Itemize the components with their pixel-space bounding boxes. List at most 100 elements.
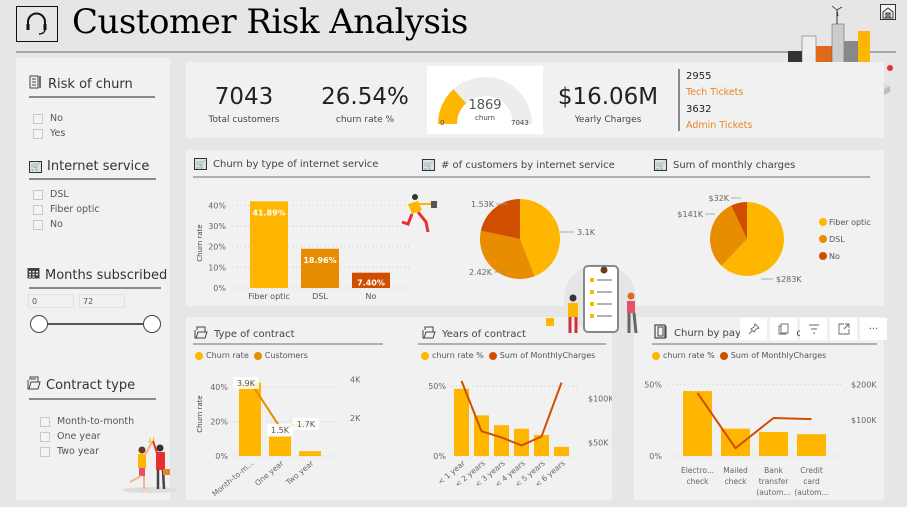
kpi-yearly-charges-label: Yearly Charges [574, 115, 642, 125]
churn-gauge: 1869 churn 0 7043 [427, 66, 543, 134]
legend-dot [195, 351, 203, 360]
payment-panel [634, 317, 884, 500]
line-data-label: 1.7K [297, 420, 316, 429]
legend-dot [421, 351, 429, 360]
legend-label: Sum of MonthlyCharges [499, 351, 596, 360]
cart-icon: 🛒 [422, 159, 435, 171]
bar [239, 382, 261, 456]
pin-icon[interactable] [740, 318, 767, 340]
y2-tick-label: 2K [350, 414, 361, 423]
checkbox-icon[interactable] [33, 113, 43, 124]
y-tick-label: 20% [210, 418, 228, 427]
chart-churn-by-internet: 0% 10% 20% 30% 40% Churn rate 41.89% Fiber opti… [196, 201, 412, 301]
checkbox-icon[interactable] [33, 219, 43, 230]
y-axis-label: Churn rate [196, 224, 204, 261]
checkbox-label: Yes [50, 128, 66, 139]
chart5-divider [418, 343, 606, 345]
gauge-track [438, 77, 532, 124]
checkbox-icon[interactable] [33, 189, 43, 200]
bar [514, 428, 529, 456]
checkbox-label: No [50, 219, 63, 230]
x-tick-label: Month-to-m... [210, 459, 255, 498]
legend-label: DSL [829, 235, 845, 244]
checkbox-internet-fiber[interactable]: Fiber optic [33, 204, 100, 215]
filter-icon[interactable] [800, 318, 827, 340]
legend-label: Churn rate [206, 351, 249, 360]
checkbox-contract-two[interactable]: Two year [40, 446, 99, 457]
legend-dot [819, 218, 827, 226]
pie-data-label: $32K [708, 194, 729, 203]
checkbox-internet-dsl[interactable]: DSL [33, 189, 69, 200]
pie-slice [710, 205, 747, 266]
tech-tickets-value: 2955 [686, 71, 712, 82]
bar-data-label: 41.89% [252, 208, 285, 217]
bar [454, 388, 469, 456]
range-slider-max-handle[interactable] [143, 315, 161, 333]
bar [250, 201, 288, 288]
home-icon[interactable] [880, 4, 896, 20]
header: Customer Risk Analysis [0, 0, 907, 53]
y-tick-label: 10% [208, 263, 226, 272]
checkbox-contract-month[interactable]: Month-to-month [40, 416, 134, 427]
visual-header-toolbar: ··· [740, 318, 887, 340]
bar [299, 451, 321, 456]
legend-dot [652, 351, 660, 360]
checkbox-icon[interactable] [33, 204, 43, 215]
checkbox-risk-no[interactable]: No [33, 113, 63, 124]
more-options-icon[interactable]: ··· [860, 318, 887, 340]
headset-icon [16, 6, 58, 42]
checkbox-icon[interactable] [40, 431, 50, 442]
copy-icon[interactable] [770, 318, 797, 340]
bar [683, 391, 712, 456]
bar [797, 434, 826, 456]
checkbox-internet-no[interactable]: No [33, 219, 63, 230]
range-slider-min-handle[interactable] [30, 315, 48, 333]
bar-data-label: 18.96% [303, 256, 336, 265]
kpi-churn-rate-label: churn rate % [335, 115, 395, 125]
gauge-label: churn [475, 114, 495, 122]
x-tick-label: No [366, 292, 377, 301]
y2-tick-label: $100K [588, 395, 612, 404]
chart4-divider [193, 343, 383, 345]
checkbox-risk-yes[interactable]: Yes [33, 128, 65, 139]
data-label-bg [233, 377, 259, 389]
chart1-title-text: Churn by type of internet service [213, 158, 379, 170]
range-slider-track[interactable] [38, 323, 152, 325]
focus-mode-icon[interactable] [830, 318, 857, 340]
y-tick-label: 0% [213, 284, 226, 293]
legend-label: No [829, 252, 840, 261]
checkbox-label: No [50, 113, 63, 124]
checkbox-icon[interactable] [40, 446, 50, 457]
checkbox-contract-one[interactable]: One year [40, 431, 101, 442]
chart5-legend: churn rate % Sum of MonthlyCharges [421, 351, 595, 360]
checkbox-label: DSL [50, 189, 69, 200]
pie-slice [731, 202, 747, 239]
chart-monthly-charges: $283K $141K $32K Fiber optic DSL No [677, 194, 870, 284]
bar [554, 446, 569, 456]
range-min-input[interactable]: 0 [28, 294, 74, 308]
slicer-internet-divider [29, 178, 156, 180]
checkbox-icon[interactable] [33, 128, 43, 139]
range-max-input[interactable]: 72 [79, 294, 125, 308]
chart3-title-text: Sum of monthly charges [673, 159, 796, 171]
slicer-months-divider [29, 287, 161, 289]
title-divider [16, 51, 896, 53]
y-tick-label: 50% [644, 380, 662, 389]
y-tick-label: 20% [208, 243, 226, 252]
legend-label: churn rate % [432, 351, 484, 360]
chart5-title: Years of contract [422, 326, 526, 342]
line-data-label: 1.5K [271, 426, 290, 435]
checkbox-icon[interactable] [40, 416, 50, 427]
kpi-yearly-charges-value: $16.06M [557, 84, 659, 110]
bar [301, 248, 339, 288]
pie-slice [480, 230, 535, 279]
bar-data-label: 7.40% [357, 279, 385, 288]
admin-tickets-label: Admin Tickets [686, 120, 753, 131]
slicer-months-label: Months subscribed [45, 267, 168, 283]
pie-data-label: 1.53K [471, 200, 495, 209]
calendar-icon [27, 267, 40, 283]
kpi-total-customers-label: Total customers [208, 115, 280, 125]
y-tick-label: 40% [210, 383, 228, 392]
chart6-divider [652, 343, 877, 345]
pie-data-label: $283K [776, 275, 802, 284]
